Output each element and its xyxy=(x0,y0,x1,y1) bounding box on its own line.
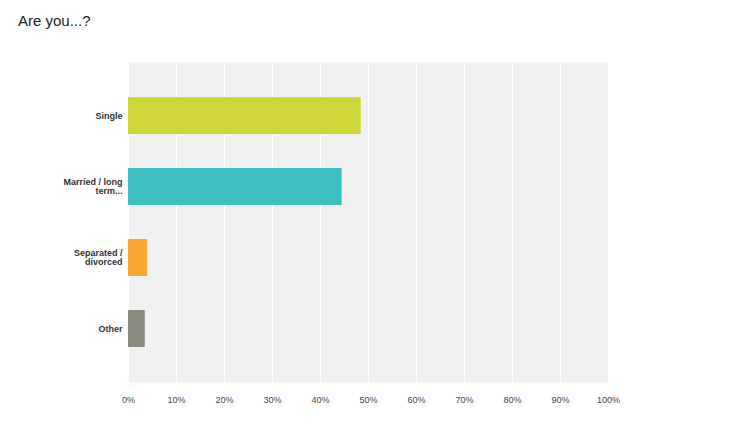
svg-text:90%: 90% xyxy=(551,395,569,405)
svg-text:100%: 100% xyxy=(597,395,620,405)
svg-text:Married / longterm...: Married / longterm... xyxy=(63,177,122,196)
svg-text:80%: 80% xyxy=(503,395,521,405)
svg-text:30%: 30% xyxy=(263,395,281,405)
svg-text:40%: 40% xyxy=(311,395,329,405)
svg-text:70%: 70% xyxy=(455,395,473,405)
svg-text:60%: 60% xyxy=(407,395,425,405)
svg-text:10%: 10% xyxy=(167,395,185,405)
svg-text:Single: Single xyxy=(95,111,122,121)
svg-text:20%: 20% xyxy=(215,395,233,405)
svg-text:Other: Other xyxy=(98,324,123,334)
svg-text:50%: 50% xyxy=(359,395,377,405)
svg-text:0%: 0% xyxy=(122,395,135,405)
html-text:Are you...?: Are you...? xyxy=(18,12,91,29)
svg-text:Separated /divorced: Separated /divorced xyxy=(74,248,123,267)
